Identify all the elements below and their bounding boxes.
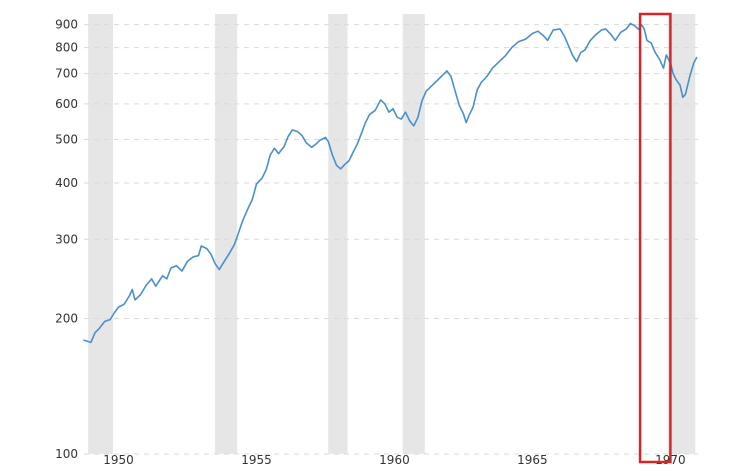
x-tick-label: 1965	[517, 453, 548, 467]
y-axis: 100 200 300 400 500 600 700 800 900	[55, 18, 78, 461]
highlight-layer	[638, 12, 672, 464]
y-tick-label: 100	[55, 447, 78, 461]
highlight-box	[638, 12, 672, 464]
y-tick-label: 500	[55, 132, 78, 146]
x-tick-label: 1955	[241, 453, 272, 467]
series-line-0	[83, 22, 698, 344]
gridlines	[84, 24, 698, 455]
y-tick-label: 600	[55, 97, 78, 111]
series-layer	[83, 22, 698, 344]
y-tick-label: 400	[55, 176, 78, 190]
recession-band-3	[402, 14, 425, 454]
y-tick-label: 900	[55, 18, 78, 32]
recession-band-4	[667, 14, 696, 454]
y-tick-label: 800	[55, 41, 78, 55]
x-tick-label: 1960	[379, 453, 410, 467]
recession-band-2	[328, 14, 348, 454]
y-tick-label: 300	[55, 232, 78, 246]
y-tick-label: 200	[55, 312, 78, 326]
recession-band-1	[215, 14, 238, 454]
recession-band-0	[88, 14, 113, 454]
recession-bands	[88, 14, 696, 454]
x-axis: 1950 1955 1960 1965 1970	[103, 453, 685, 467]
y-tick-label: 700	[55, 67, 78, 81]
x-tick-label: 1950	[103, 453, 134, 467]
